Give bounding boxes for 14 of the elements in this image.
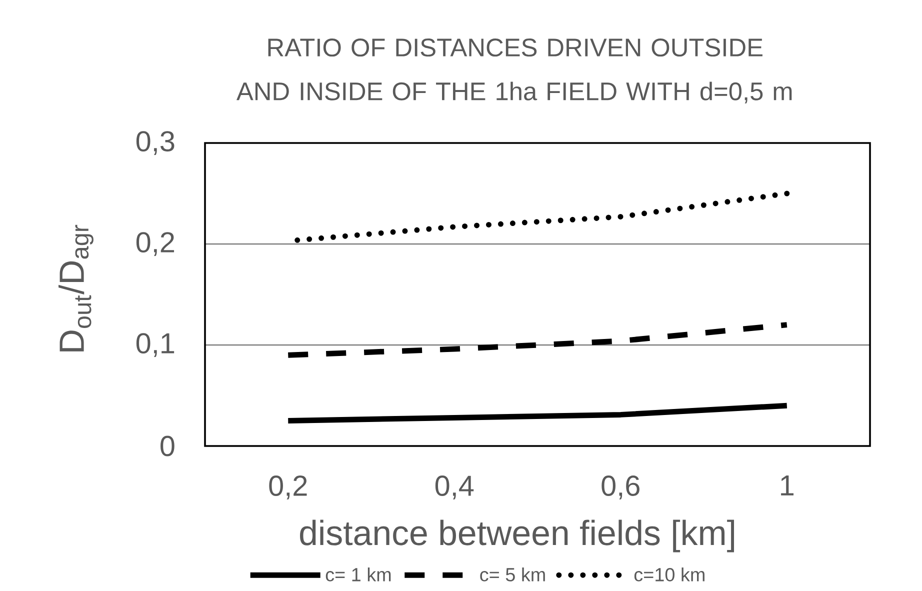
y-tick-label: 0,2 bbox=[136, 232, 174, 256]
y-tick-label: 0,1 bbox=[136, 333, 174, 357]
x-tick-label: 0,4 bbox=[435, 476, 474, 500]
x-tick-label: 0,2 bbox=[269, 476, 307, 500]
legend-label: c= 5 km bbox=[480, 567, 545, 582]
x-tick-label: 0,6 bbox=[602, 476, 640, 500]
legend-label: c= 1 km bbox=[326, 567, 391, 582]
x-tick-label: 1 bbox=[781, 476, 794, 496]
chart-title: RATIO OF DISTANCES DRIVEN OUTSIDE AND INSIDE OF THE 1ha FIELD WITH d=0,5 m bbox=[236, 38, 792, 104]
x-axis-title: distance between fields [km] bbox=[300, 520, 734, 552]
y-axis-title: D$_{out}$/D$_{agr}$ bbox=[58, 224, 94, 352]
y-tick-label: 0 bbox=[160, 436, 174, 456]
legend-label: c=10 km bbox=[634, 567, 704, 582]
y-tick-label: 0,3 bbox=[136, 131, 174, 155]
